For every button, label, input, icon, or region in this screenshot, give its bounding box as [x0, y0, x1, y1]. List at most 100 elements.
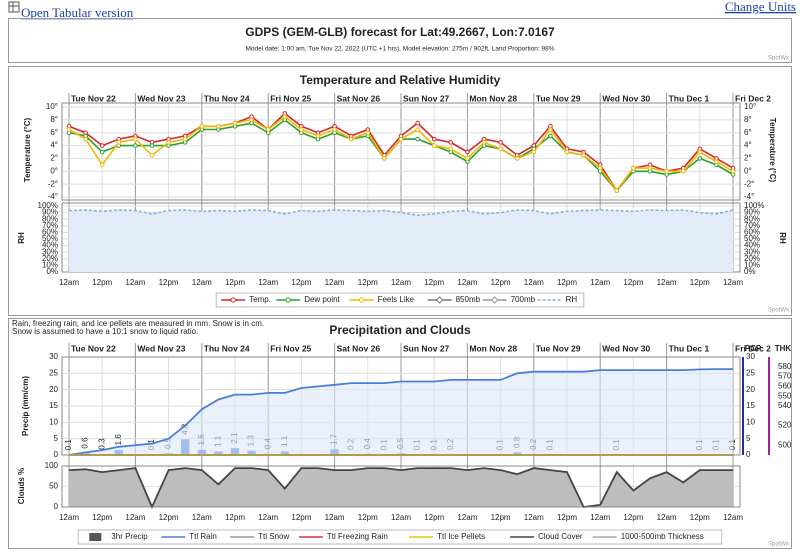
- tabular-link[interactable]: Open Tabular version: [21, 5, 134, 20]
- day-label: Thu Nov 24: [204, 343, 250, 353]
- point: [499, 147, 503, 151]
- day-label: Mon Nov 28: [469, 343, 517, 353]
- y-tick-label: 0: [746, 450, 751, 459]
- day-label: Tue Nov 29: [536, 343, 581, 353]
- point: [217, 124, 221, 128]
- point: [698, 150, 702, 154]
- day-label: Wed Nov 30: [602, 93, 650, 103]
- x-tick-label: 12am: [59, 513, 79, 522]
- point: [416, 137, 420, 141]
- point: [598, 166, 602, 170]
- x-tick-label: 12am: [125, 513, 145, 522]
- x-tick-label: 12am: [192, 278, 212, 287]
- point: [665, 169, 669, 173]
- point: [698, 157, 702, 161]
- x-tick-label: 12am: [657, 278, 677, 287]
- point: [482, 141, 486, 145]
- bar-label: 0.6: [81, 437, 90, 449]
- day-label: Thu Nov 24: [204, 93, 250, 103]
- point: [648, 166, 652, 170]
- x-tick-label: 12pm: [690, 278, 710, 287]
- x-tick-label: 12am: [192, 513, 212, 522]
- x-tick-label: 12pm: [623, 278, 643, 287]
- point: [615, 189, 619, 193]
- y-tick-label: -4°: [744, 192, 754, 201]
- y-tick-label: 20: [49, 385, 58, 394]
- chart-title: Precipitation and Clouds: [329, 323, 471, 337]
- legend-marker: [231, 298, 235, 302]
- x-tick-label: 12pm: [557, 513, 577, 522]
- y-tick-label: 540: [778, 401, 792, 410]
- axis-label: Precip (mm/cm): [21, 376, 30, 436]
- point: [549, 134, 553, 138]
- point: [84, 137, 88, 141]
- day-label: Sun Nov 27: [403, 93, 450, 103]
- y-tick-label: 580: [778, 362, 792, 371]
- x-tick-label: 12pm: [623, 513, 643, 522]
- x-tick-label: 12pm: [358, 513, 378, 522]
- point: [67, 128, 71, 132]
- bar-label: 0.3: [97, 438, 106, 450]
- legend-label: Feels Like: [378, 295, 415, 304]
- day-label: Wed Nov 23: [137, 343, 185, 353]
- y-tick-label: 2°: [50, 154, 58, 163]
- point: [416, 121, 420, 125]
- point: [333, 128, 337, 132]
- point: [499, 141, 503, 145]
- x-tick-label: 12am: [524, 278, 544, 287]
- point: [100, 150, 104, 154]
- table-icon: [9, 2, 19, 12]
- legend-label: 700mb: [511, 295, 536, 304]
- y-tick-label: -2°: [744, 179, 754, 188]
- legend-marker: [359, 298, 363, 302]
- point: [565, 150, 569, 154]
- axis-label: Clouds %: [17, 468, 26, 504]
- day-label: Thu Dec 1: [669, 343, 710, 353]
- legend-label: Temp.: [249, 295, 271, 304]
- point: [250, 118, 254, 122]
- y-tick-label: 8°: [50, 115, 58, 124]
- x-tick-label: 12am: [391, 513, 411, 522]
- x-tick-label: 12am: [657, 513, 677, 522]
- point: [183, 137, 187, 141]
- point: [731, 169, 735, 173]
- point: [283, 115, 287, 119]
- point: [100, 163, 104, 167]
- units-link[interactable]: Change Units: [725, 0, 796, 14]
- x-tick-label: 12pm: [491, 513, 511, 522]
- y-tick-label: 520: [778, 421, 792, 430]
- y-tick-label: 30: [746, 352, 755, 361]
- legend-marker: [286, 298, 290, 302]
- y-tick-label: 6°: [50, 128, 58, 137]
- point: [399, 137, 403, 141]
- day-label: Tue Nov 22: [71, 343, 116, 353]
- day-label: Sat Nov 26: [337, 93, 381, 103]
- x-tick-label: 12pm: [424, 513, 444, 522]
- point: [366, 131, 370, 135]
- y-tick-label: 5: [54, 434, 59, 443]
- point: [466, 157, 470, 161]
- point: [134, 144, 138, 148]
- legend-label: Cloud Cover: [538, 532, 583, 541]
- point: [383, 157, 387, 161]
- y-tick-label: 100%: [38, 201, 58, 210]
- y-tick-label: 0°: [744, 166, 752, 175]
- x-tick-label: 12pm: [159, 278, 179, 287]
- day-label: Fri Nov 25: [270, 93, 311, 103]
- point: [150, 144, 154, 148]
- y-tick-label: 0: [54, 450, 59, 459]
- y-tick-label: 0: [54, 502, 59, 511]
- x-tick-label: 12am: [391, 278, 411, 287]
- day-label: Mon Nov 28: [469, 93, 517, 103]
- x-tick-label: 12pm: [291, 513, 311, 522]
- axis-label: THK: [775, 344, 792, 353]
- point: [632, 166, 636, 170]
- x-tick-label: 12am: [590, 513, 610, 522]
- day-label: Sat Nov 26: [337, 343, 381, 353]
- point: [300, 128, 304, 132]
- axis-label: Temperature (°C): [23, 117, 32, 182]
- watermark: SpotWx: [768, 56, 789, 62]
- rh-area: [69, 210, 733, 272]
- point: [316, 134, 320, 138]
